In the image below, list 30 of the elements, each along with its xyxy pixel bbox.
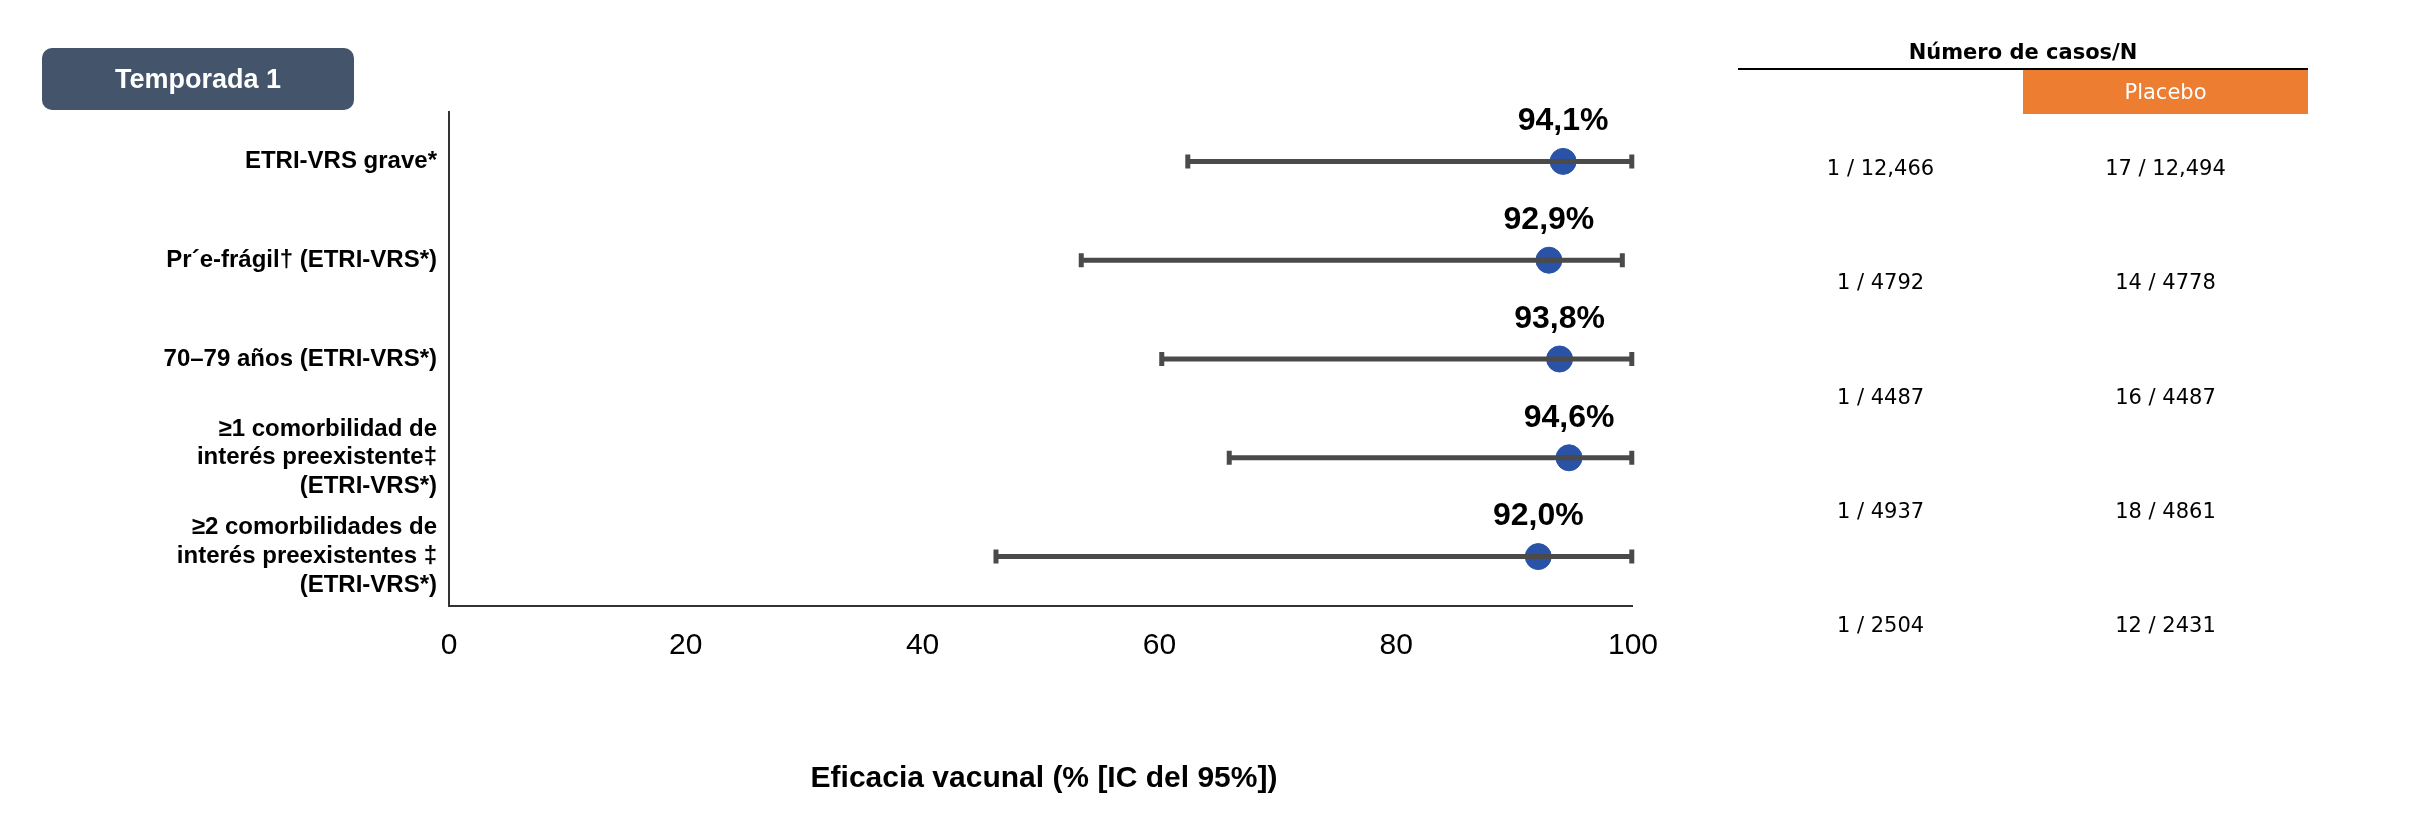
y-tick-label: ETRI-VRS grave* — [244, 146, 438, 174]
text: 1 / 4792 — [1835, 270, 1926, 294]
text: 1 / 12,466 — [1825, 156, 1936, 180]
y-tick-label: ≥1 comorbilidad de interés preexistente‡ (ETRI-VRS*) — [196, 413, 437, 499]
data-label: 92,9% — [1503, 200, 1595, 237]
data-label: 92,0% — [1492, 496, 1584, 533]
text: 18 / 4861 — [2114, 499, 2217, 523]
x-tick-label: 20 — [669, 627, 703, 661]
text: Número de casos/N — [1907, 40, 2139, 66]
x-axis-title: Eficacia vacunal (% [IC del 95%]) — [809, 760, 1279, 794]
x-tick-label: 80 — [1379, 627, 1413, 661]
y-tick-label: ≥2 comorbilidades de interés preexistentes ‡ (ETRI-VRS*) — [176, 512, 437, 598]
data-label: 94,6% — [1523, 397, 1615, 434]
data-label: 93,8% — [1514, 298, 1605, 335]
y-tick-label: 70–79 años (ETRI-VRS*) — [163, 343, 437, 371]
x-tick-label: 100 — [1607, 627, 1658, 661]
text: Temporada 1 — [42, 48, 354, 110]
text: 1 / 4487 — [1835, 385, 1926, 409]
text: 1 / 2504 — [1835, 613, 1926, 637]
text: 1 / 4937 — [1835, 499, 1926, 523]
text: 14 / 4778 — [2114, 270, 2217, 294]
x-tick-label: 0 — [440, 627, 458, 661]
text: 17 / 12,494 — [2104, 156, 2227, 180]
x-tick-label: 40 — [905, 627, 940, 661]
text: 16 / 4487 — [2114, 385, 2217, 409]
x-tick-label: 60 — [1142, 627, 1177, 661]
text: 12 / 2431 — [2114, 613, 2217, 637]
text: Placebo — [2023, 70, 2308, 114]
y-tick-label: Pr´e-frágil† (ETRI-VRS*) — [166, 244, 437, 272]
data-label: 94,1% — [1517, 101, 1609, 138]
